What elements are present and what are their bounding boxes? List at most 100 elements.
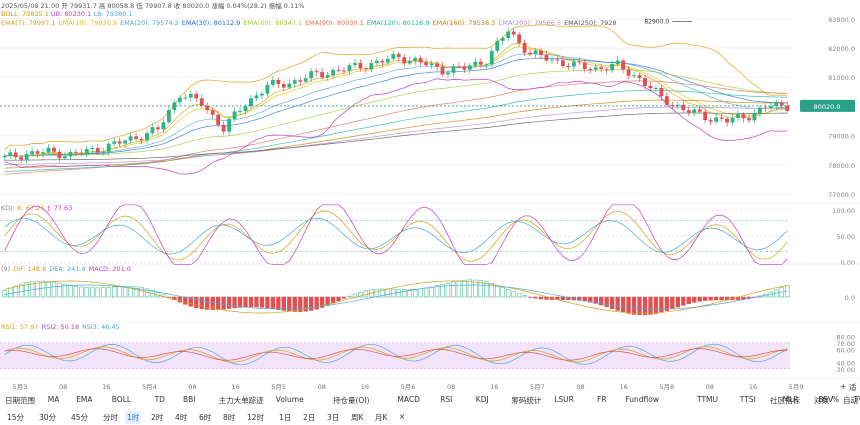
- kdj-d-line: [4, 217, 788, 255]
- ema-20-line: [4, 53, 788, 157]
- ema-120-line: [4, 89, 788, 172]
- macd-dif-line: [4, 280, 788, 314]
- timeframe-2[interactable]: 45分: [71, 413, 89, 422]
- x-tick: 5月9: [789, 383, 804, 391]
- candle-body: [342, 70, 346, 72]
- candle-body: [489, 50, 494, 65]
- percent-scale-toggle[interactable]: %: [832, 395, 840, 404]
- timeframe-10[interactable]: 1日: [279, 413, 292, 422]
- timeframe-8[interactable]: 8时: [223, 413, 236, 422]
- community-indicators-button[interactable]: 社区指标: [770, 396, 800, 405]
- indicator-9[interactable]: MACD: [397, 395, 420, 404]
- indicator-3[interactable]: BOLL: [111, 395, 132, 404]
- indicator-16[interactable]: TTMU: [697, 395, 718, 404]
- candle-body: [528, 52, 532, 55]
- fit-button[interactable]: 适: [849, 383, 857, 392]
- candle-body: [626, 69, 631, 76]
- candle-body: [30, 151, 35, 155]
- macd-bar: [122, 286, 128, 298]
- candle-body: [511, 31, 516, 35]
- indicator-4[interactable]: TD: [154, 395, 165, 404]
- auto-scale-toggle[interactable]: 自动: [843, 396, 858, 405]
- candle-body: [604, 69, 609, 71]
- x-tick: 5月4: [142, 383, 157, 391]
- timeframe-0[interactable]: 15分: [7, 413, 25, 422]
- candle-body: [566, 66, 571, 68]
- candle-body: [112, 141, 117, 144]
- indicator-10[interactable]: RSI: [440, 395, 453, 404]
- macd-bar: [199, 296, 204, 310]
- macd-bar: [719, 296, 724, 301]
- indicator-7[interactable]: Volume: [275, 395, 304, 404]
- candle-body: [331, 69, 335, 76]
- macd-bar: [451, 281, 456, 298]
- candle-body: [495, 40, 500, 51]
- timeframe-5[interactable]: 2时: [151, 413, 164, 422]
- timeframe-1[interactable]: 30分: [39, 413, 57, 422]
- indicator-5[interactable]: BBI: [183, 395, 196, 404]
- indicator-6[interactable]: 主力大单踪迹: [218, 396, 264, 405]
- candle-body: [670, 104, 675, 106]
- macd-bar: [341, 296, 347, 299]
- x-tick: 5月3: [13, 383, 28, 391]
- rsi-tick: 30.00: [836, 366, 855, 374]
- timeframe-9[interactable]: 12时: [247, 413, 265, 422]
- macd-bar: [670, 296, 675, 310]
- macd-bar: [527, 296, 533, 298]
- timeframe-6[interactable]: 4时: [175, 413, 188, 422]
- macd-bar: [281, 296, 286, 311]
- timeframe-14[interactable]: 月K: [375, 413, 388, 422]
- macd-bar: [741, 296, 746, 300]
- indicator-19[interactable]: BSV: [818, 395, 834, 404]
- indicator-13[interactable]: LSUR: [554, 395, 574, 404]
- indicator-8[interactable]: 持仓量(OI): [333, 396, 370, 405]
- candle-body: [298, 80, 303, 82]
- indicator-15[interactable]: Fundflow: [625, 395, 660, 404]
- indicator-14[interactable]: FR: [597, 395, 607, 404]
- timeframe-12[interactable]: 3日: [327, 413, 340, 422]
- ema-30-line: [4, 57, 788, 157]
- timeframe-11[interactable]: 2日: [303, 413, 316, 422]
- indicator-1[interactable]: MA: [47, 395, 60, 404]
- rsi-value-2: RSI3: 46.45: [82, 323, 120, 331]
- zoom-plus-button[interactable]: +: [840, 382, 847, 391]
- candle-body: [774, 102, 779, 107]
- indicator-20[interactable]: TVolume: [853, 395, 860, 404]
- macd-bar: [84, 287, 89, 298]
- macd-bar: [57, 282, 62, 298]
- x-tick: 08: [188, 383, 196, 391]
- log-scale-toggle[interactable]: 对数: [814, 396, 829, 405]
- macd-bar: [358, 291, 363, 298]
- macd-bar: [117, 286, 122, 298]
- ema-value-4: EMA(60): 80347.1: [243, 19, 303, 27]
- x-tick: 08: [59, 383, 67, 391]
- candle-body: [768, 106, 773, 109]
- timeframe-4[interactable]: 1时: [125, 411, 142, 424]
- indicator-11[interactable]: KDJ: [475, 395, 489, 404]
- macd-bar: [188, 296, 193, 307]
- candlestick-chart[interactable]: 83000.082000.081000.080000.079000.078000…: [0, 0, 860, 392]
- indicator-18[interactable]: MLR: [782, 395, 799, 404]
- indicator-2[interactable]: EMA: [76, 395, 93, 404]
- macd-bar: [445, 282, 451, 298]
- close-icon[interactable]: ×: [399, 412, 406, 421]
- macd-bar: [319, 296, 325, 308]
- indicator-17[interactable]: TTSI: [739, 395, 756, 404]
- candle-body: [117, 141, 122, 144]
- candle-body: [210, 110, 215, 115]
- timeframe-13[interactable]: 周K: [351, 413, 364, 422]
- indicator-0[interactable]: 日期范围: [5, 396, 35, 405]
- macd-bar: [90, 287, 95, 298]
- rsi-tick: 70.00: [836, 340, 855, 348]
- candle-body: [95, 148, 100, 153]
- timeframe-toolbar: 15分 30分 45分 分时 1时 2时 4时 6时 8时 12时 1日 2日 3日 周K 月K ×: [0, 409, 860, 425]
- timeframe-3[interactable]: 分时: [103, 413, 118, 422]
- candle-body: [243, 106, 248, 112]
- candle-body: [249, 98, 253, 107]
- macd-bar: [396, 289, 401, 298]
- indicator-12[interactable]: 筹码统计: [511, 396, 542, 405]
- timeframe-7[interactable]: 6时: [199, 413, 212, 422]
- macd-bar: [248, 296, 254, 308]
- candle-body: [560, 60, 565, 67]
